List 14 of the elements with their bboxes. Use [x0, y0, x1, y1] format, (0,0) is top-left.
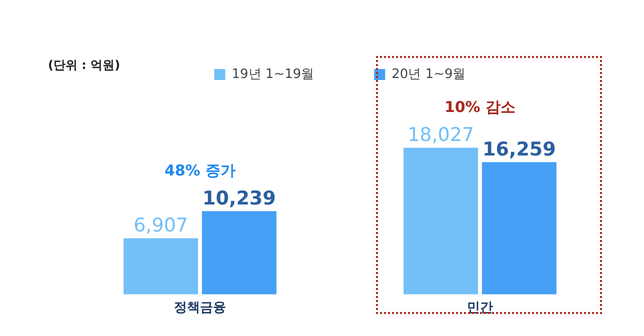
- legend-label: 20년 1~9월: [392, 66, 466, 82]
- data-label: 18,027: [408, 124, 474, 146]
- text: 10% 감소: [444, 98, 516, 116]
- bar: [124, 238, 198, 294]
- text: (단위 : 억원): [48, 58, 120, 72]
- bar: [202, 211, 276, 294]
- x-tick-label: 정책금융: [174, 300, 226, 316]
- legend-label: 19년 1~19월: [232, 66, 314, 82]
- data-label: 10,239: [202, 188, 276, 210]
- data-label: 6,907: [134, 214, 188, 237]
- annotation: 48% 증가: [164, 161, 236, 180]
- data-label: 16,259: [482, 138, 556, 161]
- bar: [482, 162, 556, 294]
- bar: [404, 148, 478, 294]
